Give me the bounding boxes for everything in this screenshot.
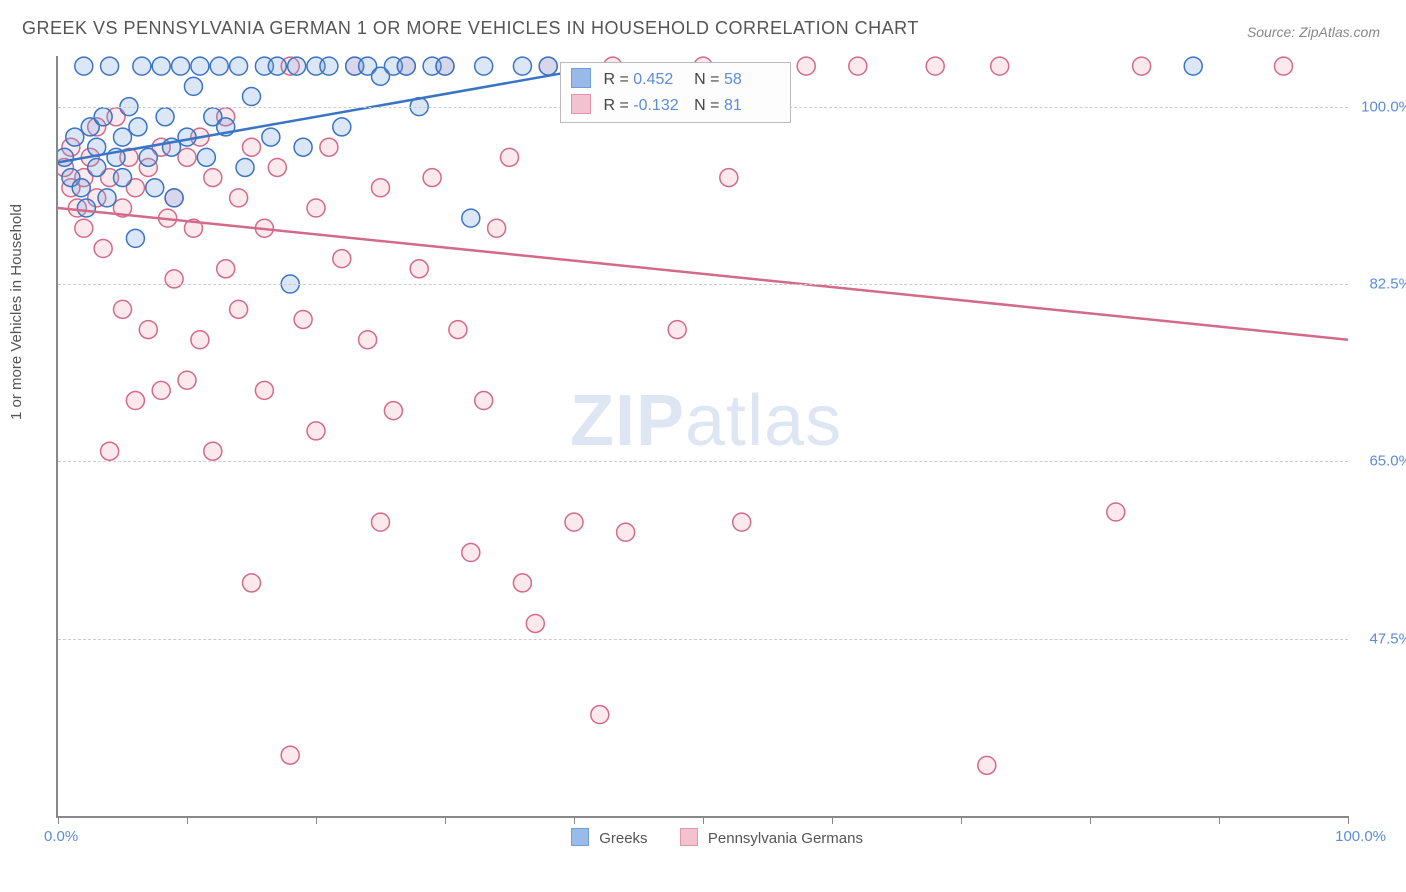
x-tick — [703, 816, 704, 824]
legend-swatch-penn-germans-icon — [680, 828, 698, 846]
swatch-penn-germans-icon — [571, 94, 591, 114]
y-axis-label: 1 or more Vehicles in Household — [8, 204, 25, 420]
x-tick — [316, 816, 317, 824]
plot-area: 47.5%65.0%82.5%100.0% — [56, 56, 1348, 818]
gridline — [58, 639, 1348, 640]
x-tick — [58, 816, 59, 824]
y-tick-label: 47.5% — [1352, 630, 1406, 647]
x-tick — [187, 816, 188, 824]
chart-title: GREEK VS PENNSYLVANIA GERMAN 1 OR MORE V… — [22, 18, 919, 39]
y-tick-label: 65.0% — [1352, 453, 1406, 470]
stats-row-penn-germans: R = -0.132 N = 81 — [571, 93, 776, 119]
legend-label-penn-germans: Pennsylvania Germans — [708, 830, 863, 847]
legend-label-greeks: Greeks — [599, 830, 647, 847]
x-tick — [445, 816, 446, 824]
gridline — [58, 461, 1348, 462]
swatch-greeks-icon — [571, 68, 591, 88]
legend-swatch-greeks-icon — [571, 828, 589, 846]
x-tick — [1348, 816, 1349, 824]
correlation-stats-box: R = 0.452 N = 58 R = -0.132 N = 81 — [560, 62, 791, 123]
x-tick — [961, 816, 962, 824]
x-tick — [1090, 816, 1091, 824]
x-tick — [574, 816, 575, 824]
stats-row-greeks: R = 0.452 N = 58 — [571, 67, 776, 93]
legend-bottom: Greeks Pennsylvania Germans — [0, 828, 1406, 847]
source-attribution: Source: ZipAtlas.com — [1247, 24, 1380, 40]
scatter-svg — [58, 56, 1348, 816]
x-tick — [832, 816, 833, 824]
gridline — [58, 284, 1348, 285]
y-tick-label: 100.0% — [1352, 98, 1406, 115]
x-tick — [1219, 816, 1220, 824]
y-tick-label: 82.5% — [1352, 276, 1406, 293]
